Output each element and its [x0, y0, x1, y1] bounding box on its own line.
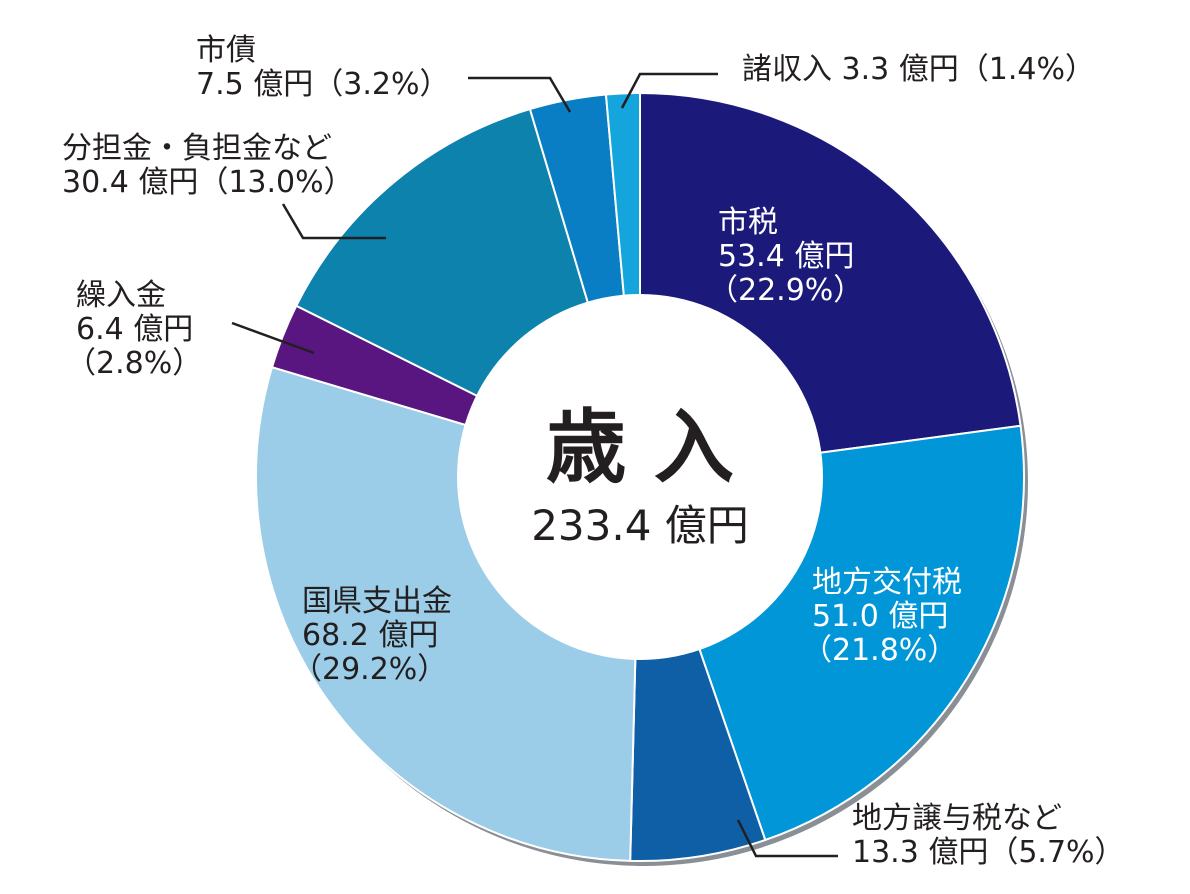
slice-label-1-value: 53.4 億円 — [718, 239, 854, 274]
slice-label-4-percent: （29.2%） — [292, 652, 447, 687]
slice-label-1: 市税 53.4 億円（22.9%） — [708, 205, 863, 308]
slice-labels: 市税 53.4 億円（22.9%） 地方交付税 51.0 億円（21.8%） 地方譲与税… — [62, 33, 1125, 870]
leader-line-7 — [468, 76, 572, 113]
slice-label-5-value: 6.4 億円 — [76, 312, 193, 347]
slice-label-2-value: 51.0 億円 — [812, 599, 948, 634]
slice-label-3: 地方譲与税など 13.3 億円（5.7%） — [852, 801, 1125, 870]
slice-label-6-value: 30.4 億円（13.0%） — [62, 165, 354, 200]
slice-label-5: 繰入金 6.4 億円（2.8%） — [66, 278, 202, 381]
slice-label-7-name: 市債 — [196, 33, 256, 68]
slice-label-4-name: 国県支出金 — [302, 584, 452, 619]
slice-label-8-line: 諸収入 3.3 億円（1.4%） — [742, 52, 1095, 87]
slice-label-7-value: 7.5 億円（3.2%） — [196, 67, 449, 102]
slice-label-6-name: 分担金・負担金など — [62, 131, 332, 166]
slice-label-7: 市債 7.5 億円（3.2%） — [196, 33, 449, 102]
slice-label-1-percent: （22.9%） — [708, 273, 863, 308]
leader-line-6 — [281, 203, 386, 240]
slice-label-3-name: 地方譲与税など — [852, 801, 1062, 836]
chart-total: 233.4 億円 — [531, 501, 749, 550]
donut-hole — [457, 294, 823, 660]
slice-label-4-value: 68.2 億円 — [302, 618, 438, 653]
chart-title: 歳 入 — [546, 400, 734, 494]
slice-label-5-percent: （2.8%） — [66, 346, 202, 381]
slice-label-1-name: 市税 — [718, 205, 778, 240]
slice-label-2: 地方交付税 51.0 億円（21.8%） — [802, 565, 962, 668]
slice-label-5-name: 繰入金 — [76, 278, 166, 313]
slice-label-2-name: 地方交付税 — [812, 565, 962, 600]
leader-line-8 — [620, 72, 718, 109]
slice-label-2-percent: （21.8%） — [802, 633, 957, 668]
slice-label-8: 諸収入 3.3 億円（1.4%） — [742, 52, 1095, 87]
slice-label-6: 分担金・負担金など 30.4 億円（13.0%） — [62, 131, 354, 200]
leader-lines — [231, 72, 838, 858]
leader-line-3 — [736, 819, 838, 858]
slice-label-4: 国県支出金 68.2 億円（29.2%） — [292, 584, 452, 687]
leader-line-5 — [231, 321, 315, 355]
slice-label-3-value: 13.3 億円（5.7%） — [852, 835, 1125, 870]
